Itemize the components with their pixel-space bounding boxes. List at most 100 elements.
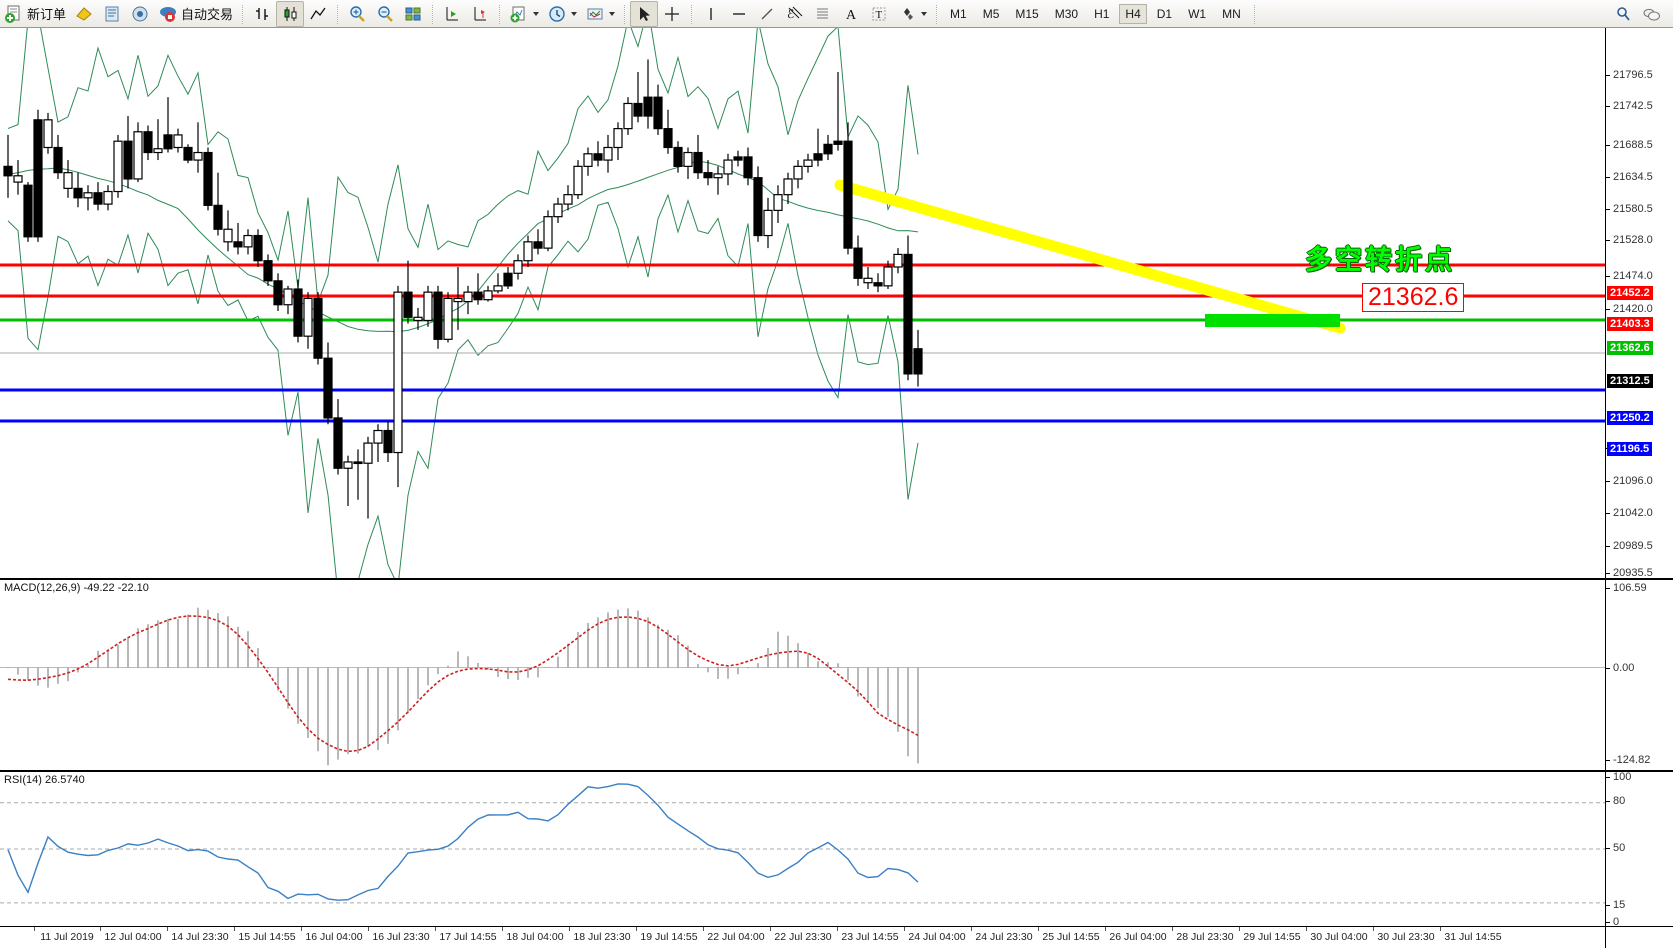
indicators-button[interactable] [505,1,543,27]
candlestick [383,421,393,462]
candlestick [113,134,123,198]
timeframe-m5[interactable]: M5 [982,6,1000,21]
candlestick [763,197,773,249]
candlestick [433,285,443,349]
candlestick [93,182,103,211]
candlestick [883,260,893,290]
svg-text:A: A [846,8,857,23]
data-window-icon [102,4,122,24]
crosshair-button[interactable] [658,1,686,27]
line-chart-button[interactable] [304,1,332,27]
price-chart-pane[interactable] [0,28,1605,578]
timeframe-m15[interactable]: M15 [1015,6,1039,21]
time-tick [1373,927,1374,931]
text-button[interactable]: A [837,1,865,27]
candlestick [653,84,663,135]
bar-chart-button[interactable] [248,1,276,27]
tile-windows-icon [403,4,423,24]
shapes-button[interactable] [893,1,931,27]
candlestick [323,342,333,425]
trendline-button[interactable] [753,1,781,27]
time-tick [1172,927,1173,931]
time-tick-label: 26 Jul 04:00 [1109,931,1167,943]
candlestick [413,307,423,330]
candlestick [233,222,243,255]
time-axis[interactable]: 11 Jul 2019 12 Jul 04:00 14 Jul 23:30 15 Ju… [0,926,1605,949]
candlestick [623,97,633,135]
candlestick [693,134,703,179]
toolbar-separator [691,3,693,24]
time-tick [837,927,838,931]
rsi-pane[interactable]: RSI(14) 26.5740 [0,770,1605,928]
timeframe-m30[interactable]: M30 [1054,6,1079,21]
shapes-icon [897,4,917,24]
period-button[interactable] [543,1,581,27]
chat-button[interactable] [1637,1,1665,27]
candlestick [373,424,383,462]
auto-scroll-button[interactable] [438,1,466,27]
chevron-down-icon[interactable] [571,11,578,16]
search-button[interactable] [1609,1,1637,27]
candlestick [553,197,563,223]
timeframe-h4[interactable]: H4 [1119,3,1147,24]
candlestick [173,128,183,153]
new-order-button[interactable]: 新订单 [0,1,70,27]
candlestick [893,248,903,274]
price-tick-label: 21796.5 [1613,69,1653,81]
templates-button[interactable] [581,1,619,27]
text-label-icon: T [869,4,889,24]
time-tick-label: 16 Jul 04:00 [305,931,363,943]
text-label-button[interactable]: T [865,1,893,27]
timeframe-w1[interactable]: W1 [1188,6,1207,21]
text-icon: A [841,4,861,24]
rsi-tick [1606,905,1610,906]
timeframe-h1[interactable]: H1 [1094,6,1110,21]
price-level-tag[interactable]: 21196.5 [1607,442,1653,456]
timeframe-m1[interactable]: M1 [950,6,967,21]
zoom-out-button[interactable] [371,1,399,27]
horizontal-line-button[interactable] [725,1,753,27]
price-tick [1606,573,1610,574]
price-level-tag[interactable]: 21312.5 [1607,374,1653,388]
candlestick [103,185,113,211]
expert-advisors-button[interactable] [70,1,98,27]
candlestick [53,134,63,179]
vertical-line-button[interactable] [697,1,725,27]
macd-pane[interactable]: MACD(12,26,9) -49.22 -22.10 [0,578,1605,772]
candlestick [483,285,493,302]
price-level-tag[interactable]: 21362.6 [1607,341,1653,355]
equidistant-channel-button[interactable]: ℰ [781,1,809,27]
trendline[interactable] [834,179,1346,334]
chevron-down-icon[interactable] [533,11,540,16]
tile-windows-button[interactable] [399,1,427,27]
candlestick [523,235,533,267]
candlestick [33,109,43,242]
price-level-tag[interactable]: 21403.3 [1607,317,1653,331]
timeframe-d1[interactable]: D1 [1156,6,1173,21]
price-tick-label: 21528.0 [1613,234,1653,246]
chevron-down-icon[interactable] [609,11,616,16]
time-tick [1105,927,1106,931]
candlestick [43,112,53,154]
zoom-in-button[interactable] [343,1,371,27]
navigator-icon [130,4,150,24]
data-window-button[interactable] [98,1,126,27]
time-tick-label: 15 Jul 14:55 [238,931,296,943]
rsi-label: RSI(14) 26.5740 [4,774,85,786]
price-tick [1606,145,1610,146]
price-level-tag[interactable]: 21250.2 [1607,411,1653,425]
price-tick-label: 21742.5 [1613,100,1653,112]
cursor-button[interactable] [630,0,659,27]
navigator-button[interactable] [126,1,154,27]
candlestick-chart-button[interactable] [276,0,305,27]
chevron-down-icon[interactable] [921,11,928,16]
chart-shift-button[interactable] [466,1,494,27]
price-tick [1606,276,1610,277]
price-scale[interactable]: 21796.5 21742.5 21688.5 21634.5 21580.5 21528… [1605,28,1673,928]
fibonacci-button[interactable] [809,1,837,27]
support-zone-highlight[interactable] [1205,314,1340,327]
autotrading-button[interactable]: 自动交易 [154,1,237,27]
scale-divider [1606,770,1673,772]
timeframe-mn[interactable]: MN [1222,6,1241,21]
price-level-tag[interactable]: 21452.2 [1607,286,1653,300]
